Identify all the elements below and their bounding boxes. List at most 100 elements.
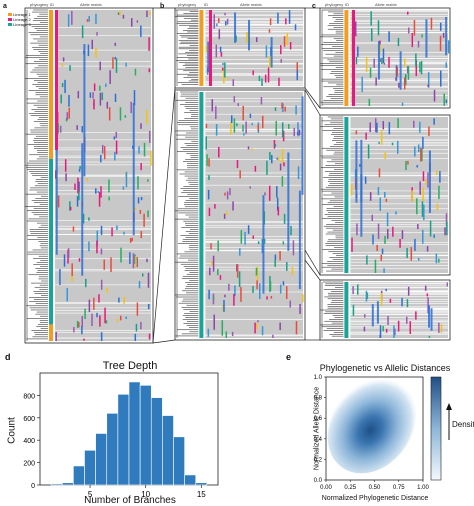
allele-block <box>148 130 151 143</box>
allele-block <box>355 130 358 135</box>
allele-block <box>78 322 80 328</box>
allele-block <box>224 192 226 196</box>
allele-gap <box>350 290 448 292</box>
allele-block <box>357 284 359 295</box>
allele-gap <box>350 286 448 288</box>
id-bar <box>344 117 349 273</box>
allele-block <box>91 39 94 50</box>
allele-gap <box>350 203 448 205</box>
allele-block <box>284 106 286 112</box>
allele-gap <box>350 314 448 315</box>
allele-gap <box>350 244 448 245</box>
allele-block <box>103 146 106 160</box>
allele-block <box>93 83 96 91</box>
allele-block <box>388 122 391 135</box>
column-label-allele-matrix: Allele matrix <box>375 2 397 7</box>
allele-block <box>416 165 419 168</box>
allele-gap <box>205 225 303 227</box>
allele-block <box>257 241 260 245</box>
allele-block <box>84 308 86 320</box>
id-bar <box>49 158 54 325</box>
allele-gap <box>55 248 151 250</box>
allele-block <box>285 286 288 300</box>
allele-block <box>419 181 421 195</box>
allele-block <box>134 207 137 211</box>
allele-block <box>83 338 85 341</box>
allele-gap <box>350 70 448 72</box>
zoom-connector <box>304 87 321 109</box>
density-cloud <box>327 376 417 474</box>
allele-block <box>240 230 243 244</box>
allele-block <box>369 67 372 78</box>
allele-block <box>236 264 238 272</box>
allele-gap <box>350 95 448 96</box>
column-label-allele-matrix: Allele matrix <box>80 2 102 7</box>
tree-depth-histogram: 5 10 15 0 200 400 600 800 <box>23 372 219 499</box>
allele-block <box>98 192 101 207</box>
allele-block <box>422 229 424 244</box>
allele-block <box>428 335 431 338</box>
lineage-legend: Lineage 1 Lineage 2 Lineage 3 <box>8 12 31 27</box>
allele-block <box>252 235 255 239</box>
allele-block <box>59 269 61 285</box>
allele-block <box>225 331 228 338</box>
allele-block <box>371 28 373 42</box>
allele-block <box>140 231 143 239</box>
allele-block <box>125 316 127 320</box>
allele-block <box>114 56 116 60</box>
allele-gap <box>205 335 303 337</box>
id-bar <box>49 324 54 341</box>
allele-gap <box>205 81 303 82</box>
allele-block <box>226 18 229 25</box>
allele-block <box>445 213 448 226</box>
allele-gap <box>205 11 303 13</box>
allele-block <box>64 79 66 94</box>
allele-gap <box>350 42 448 44</box>
allele-block <box>372 234 374 245</box>
zoom-connector <box>152 339 176 344</box>
allele-block <box>207 189 210 200</box>
allele-block <box>88 241 90 252</box>
allele-gap <box>55 61 151 62</box>
allele-block <box>406 247 408 259</box>
allele-block <box>366 255 368 265</box>
zoom-connector <box>152 87 176 344</box>
allele-block <box>93 297 95 310</box>
allele-block <box>367 144 370 159</box>
allele-block <box>103 259 106 270</box>
allele-matrix-panel <box>320 281 449 338</box>
allele-block <box>255 267 258 276</box>
allele-block <box>397 320 400 332</box>
allele-gap <box>350 309 448 311</box>
allele-block <box>73 326 75 333</box>
allele-block <box>277 207 280 216</box>
allele-gap <box>350 292 448 294</box>
allele-gap <box>350 51 448 53</box>
allele-block <box>289 300 292 308</box>
allele-block <box>209 267 211 276</box>
allele-block <box>426 246 429 252</box>
allele-block <box>76 320 79 328</box>
allele-block <box>352 286 354 295</box>
allele-block <box>298 129 301 136</box>
allele-gap <box>205 241 303 243</box>
allele-gap <box>55 234 151 235</box>
allele-block <box>72 226 75 232</box>
allele-block <box>417 257 420 261</box>
allele-gap <box>205 334 303 336</box>
allele-block <box>62 57 65 62</box>
allele-block <box>282 130 285 142</box>
allele-block <box>138 146 140 154</box>
allele-block <box>401 297 403 307</box>
allele-block <box>96 240 98 254</box>
allele-block <box>420 61 423 75</box>
allele-block <box>109 70 111 85</box>
allele-block <box>387 316 389 325</box>
allele-block <box>114 42 116 46</box>
allele-gap <box>350 308 448 310</box>
allele-block <box>68 107 70 119</box>
allele-block <box>401 102 404 106</box>
allele-block <box>395 211 397 215</box>
allele-gap <box>350 42 448 44</box>
allele-block <box>113 136 116 140</box>
